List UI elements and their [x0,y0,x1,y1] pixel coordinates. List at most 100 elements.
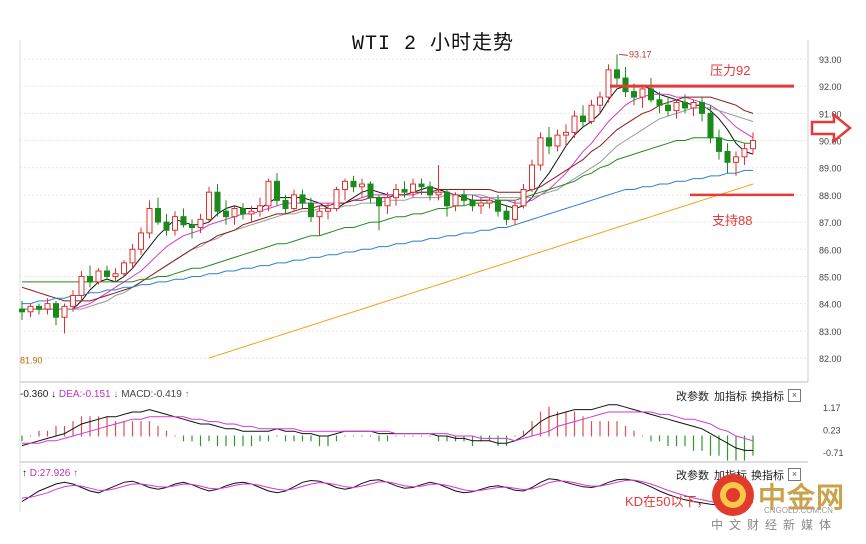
candle-body [563,131,569,136]
chart-title: WTI 2 小时走势 [351,33,514,56]
candle-body [665,104,671,112]
y-tick-label: 93.00 [819,55,842,65]
candle-body [461,194,467,201]
brand-domain: CNGOLD.COM.CN [764,506,833,515]
candle-body [129,248,136,264]
candle-body [248,210,255,215]
candle-body [631,91,637,98]
candle-body [163,221,170,231]
candle-body [597,96,603,106]
support-label: 支持88 [712,213,753,228]
macd-close-icon[interactable]: × [788,389,801,402]
candle-body [257,205,263,212]
candle-body [393,188,399,199]
up-arrow-icon: ↑ [73,468,79,479]
macd-params-button[interactable]: 改参数 [676,391,709,403]
y-tick-label: 88.00 [819,191,842,201]
brand-watermark: 中金网 [758,482,846,513]
macd-tick-label: 1.17 [823,403,841,413]
candle-body [486,199,493,204]
candle-body [435,191,442,196]
macd-dif-value: -0.360 [20,389,49,400]
resistance-label: 压力92 [710,63,751,78]
candle-body [469,199,476,207]
candle-body [95,270,102,283]
moving-average-lines [21,85,754,359]
kdj-params-button[interactable]: 改参数 [676,470,709,482]
candle-body [410,183,416,193]
down-arrow-icon: ↓ [113,389,119,400]
moving-average-line [208,183,754,359]
kdj-d-line [21,479,754,505]
candle-body [44,303,51,310]
candle-body [70,294,76,307]
candle-body [733,156,739,163]
candle-body [214,191,221,212]
candle-body [121,262,127,275]
macd-tick-label: 0.23 [823,425,841,435]
logo-icon [712,474,754,516]
candle-body [27,305,34,313]
candle-body [384,197,391,207]
candle-body [427,186,433,196]
candle-body [444,191,450,207]
candle-body [656,99,663,106]
candle-body [520,188,527,207]
candle-body [155,208,161,223]
candle-body [376,197,382,207]
candle-body [401,188,408,193]
candle-body [418,183,425,188]
candle-body [325,208,331,212]
candle-body [741,148,748,158]
candle-body [588,104,595,123]
high-price-pointer [618,53,629,56]
y-tick-label: 85.00 [819,272,842,282]
candle-body [614,69,620,79]
y-tick-label: 82.00 [819,354,842,364]
candle-body [724,150,731,163]
candle-body [495,199,501,212]
kdj-d-value: D:27.926 [29,468,71,479]
macd-dea-line [22,411,754,444]
macd-header: -0.360 ↓ DEA:-0.151 ↓ MACD:-0.419 ↑ [20,389,190,400]
macd-add-indicator-button[interactable]: 加指标 [714,391,747,403]
brand-subtitle: 中文财经新媒体 [711,518,838,532]
candle-body [282,199,289,210]
kdj-header: ↑ D:27.926 ↑ [22,468,78,479]
macd-switch-indicator-button[interactable]: 换指标 [751,391,784,403]
candle-body [648,88,654,101]
candle-body [180,216,187,226]
kdj-close-icon[interactable]: × [788,468,801,481]
candle-body [104,270,110,277]
y-tick-label: 86.00 [819,245,842,255]
macd-tick-label: -0.71 [823,448,844,458]
candle-body [265,180,272,207]
candle-body [512,205,518,220]
candle-body [707,112,714,139]
candle-body [189,224,195,229]
y-tick-label: 84.00 [819,300,842,310]
kdj-switch-indicator-button[interactable]: 换指标 [751,470,784,482]
candle-body [503,210,510,220]
candle-body [342,180,348,190]
candle-body [682,101,688,109]
candle-body [112,273,119,277]
candle-body [291,194,297,209]
right-arrow-icon [810,112,852,144]
candle-body [554,134,561,147]
main-grid [19,40,809,512]
kd-note-label: KD在50以下， [625,494,710,509]
candle-body [299,194,306,204]
macd-panel: 1.17 0.23 -0.71 [21,403,844,461]
candle-body [19,308,25,313]
up-arrow-icon: ↑ [22,468,27,479]
candle-body [53,303,59,318]
candle-body [750,140,756,150]
candle-body [240,208,246,215]
candle-body [639,88,646,98]
candle-body [223,210,229,218]
moving-average-line [22,137,753,283]
down-arrow-icon: ↓ [51,389,57,400]
moving-average-line [22,169,753,305]
